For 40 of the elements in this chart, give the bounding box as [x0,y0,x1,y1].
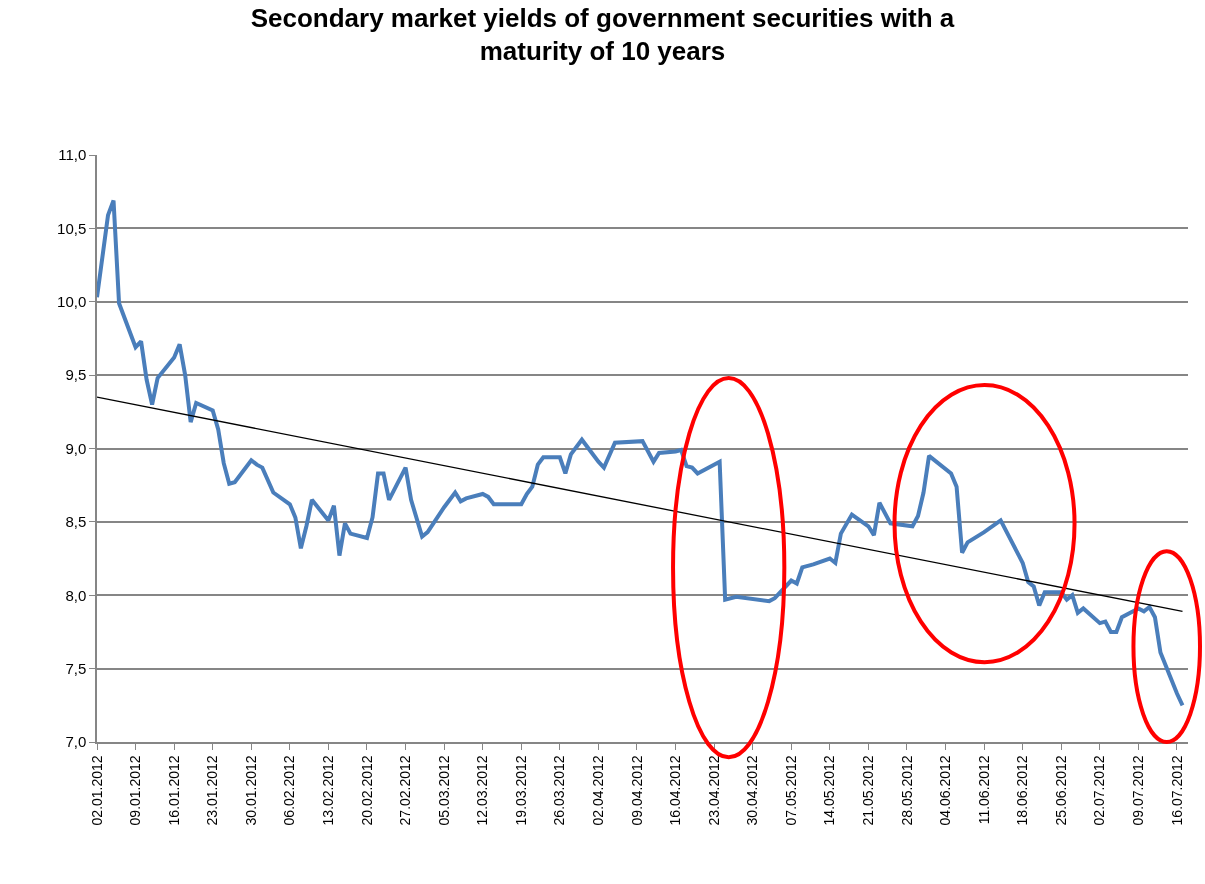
x-tick-label: 09.01.2012 [127,755,144,826]
x-tick-label: 25.06.2012 [1052,755,1069,826]
y-tick-label: 9,5 [65,366,87,384]
x-tick-label: 13.02.2012 [319,755,336,826]
x-tick-label: 26.03.2012 [551,755,568,826]
y-tick-label: 7,0 [65,733,87,751]
x-tick-label: 16.07.2012 [1168,755,1185,826]
x-tick-label: 30.01.2012 [242,755,259,826]
y-tick-label: 8,0 [65,586,87,604]
x-tick-label: 05.03.2012 [435,755,452,826]
x-tick-label: 14.05.2012 [821,755,838,826]
x-tick-label: 02.01.2012 [88,755,105,826]
x-tick-label: 02.04.2012 [589,755,606,826]
x-tick-label: 20.02.2012 [358,755,375,826]
x-tick-label: 19.03.2012 [512,755,529,826]
x-tick-label: 06.02.2012 [281,755,298,826]
x-tick-label: 02.07.2012 [1091,755,1108,826]
x-tick-label: 09.04.2012 [628,755,645,826]
y-tick-label: 11,0 [58,146,87,164]
x-tick-label: 21.05.2012 [859,755,876,826]
y-tick-label: 7,5 [65,659,87,677]
x-tick-label: 28.05.2012 [898,755,915,826]
line-series [97,198,1185,708]
x-tick-label: 09.07.2012 [1129,755,1146,826]
y-tick-label: 9,0 [65,439,87,457]
chart-title: Secondary market yields of government securities with a maturity of 10 years [250,2,955,67]
x-tick-label: 07.05.2012 [782,755,799,826]
x-tick-label: 23.04.2012 [705,755,722,826]
y-tick-label: 8,5 [65,513,87,531]
x-tick-label: 16.04.2012 [667,755,684,826]
x-tick-label: 16.01.2012 [165,755,182,826]
y-tick-label: 10,0 [57,293,87,310]
x-tick-label: 12.03.2012 [474,755,491,826]
x-tick-label: 27.02.2012 [397,755,414,826]
x-tick-label: 30.04.2012 [744,755,761,826]
x-tick-label: 11.06.2012 [975,755,992,825]
y-tick-label: 10,5 [57,219,87,237]
x-tick-label: 18.06.2012 [1014,755,1031,826]
x-tick-label: 04.06.2012 [937,755,954,826]
x-tick-label: 23.01.2012 [204,755,221,826]
